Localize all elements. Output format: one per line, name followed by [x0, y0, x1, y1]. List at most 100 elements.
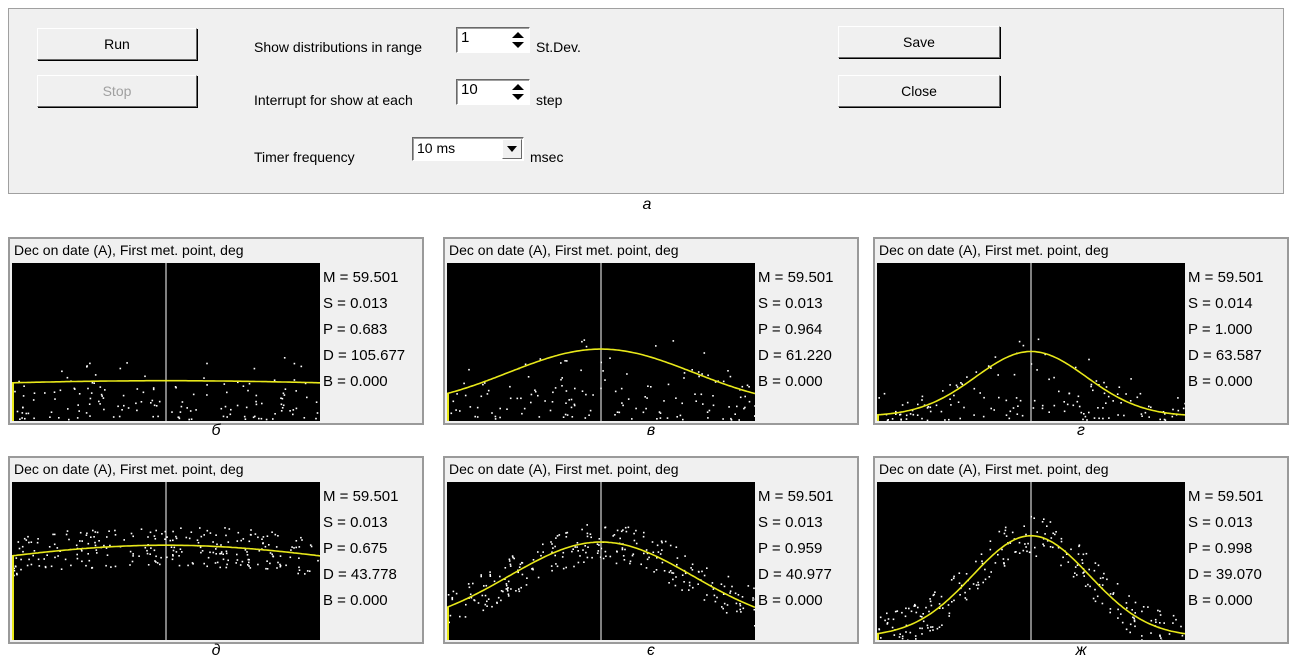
- scatter-point: [736, 610, 738, 613]
- stat-s: S = 0.013: [323, 295, 388, 312]
- scatter-point: [215, 548, 217, 550]
- scatter-point: [921, 399, 923, 401]
- run-button[interactable]: Run: [37, 28, 197, 60]
- scatter-point: [895, 413, 897, 415]
- scatter-point: [1023, 525, 1025, 527]
- scatter-point: [26, 564, 29, 567]
- scatter-point: [1041, 404, 1044, 407]
- scatter-point: [663, 570, 666, 572]
- stop-button[interactable]: Stop: [37, 75, 197, 107]
- scatter-point: [250, 534, 252, 536]
- scatter-point: [1142, 606, 1145, 608]
- scatter-point: [585, 345, 588, 348]
- scatter-point: [965, 598, 968, 601]
- scatter-point: [706, 411, 709, 413]
- scatter-point: [940, 410, 943, 413]
- scatter-point: [667, 383, 670, 386]
- scatter-point: [23, 385, 25, 387]
- scatter-point: [244, 418, 247, 420]
- scatter-point: [901, 635, 904, 638]
- scatter-point: [727, 370, 729, 372]
- scatter-point: [90, 536, 92, 538]
- scatter-point: [960, 584, 963, 587]
- scatter-point: [526, 577, 528, 579]
- scatter-point: [668, 571, 671, 574]
- scatter-point: [89, 362, 91, 365]
- scatter-point: [155, 529, 157, 532]
- scatter-point: [173, 546, 176, 549]
- range-spinner[interactable]: 1: [456, 27, 530, 53]
- dropdown-button[interactable]: [502, 139, 522, 159]
- scatter-point: [566, 531, 569, 534]
- scatter-point: [1014, 551, 1016, 553]
- timer-label: Timer frequency: [254, 149, 355, 165]
- scatter-point: [171, 558, 174, 561]
- stat-b: B = 0.000: [323, 373, 388, 390]
- scatter-point: [752, 597, 754, 599]
- scatter-point: [109, 544, 111, 547]
- scatter-point: [972, 583, 975, 585]
- scatter-point: [958, 582, 961, 584]
- scatter-point: [93, 536, 95, 538]
- scatter-point: [303, 417, 306, 419]
- scatter-point: [158, 400, 161, 403]
- scatter-point: [913, 605, 915, 607]
- scatter-point: [279, 555, 282, 557]
- scatter-point: [1129, 623, 1132, 626]
- scatter-point: [1130, 378, 1132, 380]
- scatter-point: [633, 539, 636, 542]
- save-button[interactable]: Save: [838, 26, 1000, 58]
- timer-frequency-select[interactable]: 10 ms: [412, 137, 524, 161]
- scatter-point: [281, 397, 284, 400]
- scatter-point: [1053, 376, 1055, 379]
- scatter-point: [292, 409, 295, 411]
- scatter-point: [1125, 602, 1128, 604]
- scatter-point: [159, 563, 161, 566]
- scatter-point: [901, 404, 904, 406]
- scatter-point: [76, 417, 79, 419]
- scatter-point: [178, 564, 181, 567]
- distribution-title: Dec on date (A), First met. point, deg: [879, 461, 1109, 477]
- scatter-point: [530, 393, 533, 396]
- scatter-point: [1093, 417, 1096, 419]
- distribution-title: Dec on date (A), First met. point, deg: [449, 242, 679, 258]
- spin-arrows-icon[interactable]: [509, 82, 527, 102]
- scatter-point: [1081, 559, 1083, 561]
- scatter-point: [19, 418, 21, 420]
- scatter-point: [884, 619, 886, 622]
- scatter-point: [169, 539, 172, 542]
- scatter-point: [683, 377, 685, 379]
- scatter-point: [1046, 525, 1048, 527]
- scatter-point: [753, 587, 755, 590]
- scatter-point: [298, 546, 301, 548]
- scatter-point: [512, 556, 514, 559]
- scatter-point: [261, 538, 263, 540]
- scatter-point: [697, 570, 700, 573]
- scatter-point: [629, 560, 632, 563]
- scatter-point: [739, 608, 741, 611]
- scatter-point: [722, 380, 725, 383]
- scatter-point: [257, 563, 259, 566]
- scatter-point: [948, 612, 951, 615]
- scatter-point: [199, 527, 201, 529]
- scatter-point: [1053, 404, 1056, 407]
- scatter-point: [726, 604, 729, 606]
- scatter-point: [676, 563, 678, 566]
- scatter-point: [1177, 409, 1180, 412]
- scatter-point: [1060, 540, 1063, 543]
- scatter-point: [110, 566, 112, 568]
- scatter-point: [1141, 635, 1143, 637]
- scatter-point: [697, 371, 700, 373]
- close-button[interactable]: Close: [838, 75, 1000, 107]
- scatter-point: [155, 555, 157, 558]
- scatter-point: [688, 581, 691, 584]
- distribution-panel: Dec on date (A), First met. point, deg M …: [443, 237, 859, 425]
- scatter-point: [731, 585, 733, 588]
- spin-arrows-icon[interactable]: [509, 30, 527, 50]
- scatter-point: [1117, 608, 1119, 611]
- interrupt-spinner[interactable]: 10: [456, 79, 530, 105]
- scatter-point: [316, 412, 319, 414]
- scatter-point: [203, 534, 205, 536]
- scatter-point: [926, 419, 929, 421]
- scatter-point: [1164, 419, 1167, 421]
